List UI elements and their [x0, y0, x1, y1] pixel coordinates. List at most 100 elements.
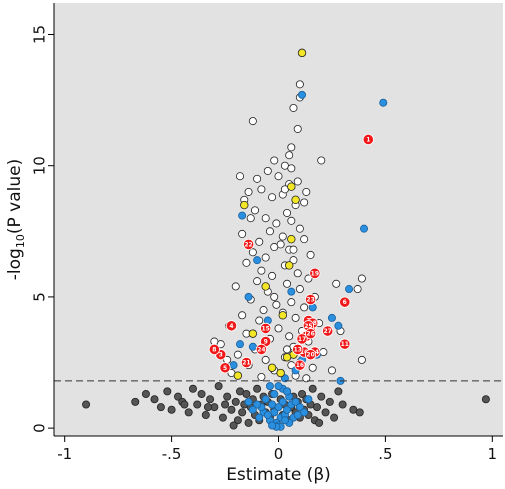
data-point-blue [274, 382, 283, 391]
y-axis-ticks: 0 5 10 15 [31, 25, 54, 433]
data-point-nonsignificant [82, 400, 91, 409]
data-point-significant [274, 172, 283, 181]
y-axis-title-suffix: (P value) [5, 159, 25, 234]
data-point-nonsignificant [321, 408, 330, 417]
data-point-nonsignificant [238, 408, 247, 417]
data-point-significant [231, 282, 240, 291]
data-point-significant [278, 232, 287, 241]
data-point-blue [255, 413, 264, 422]
data-point-nonsignificant [214, 382, 223, 391]
data-point-nonsignificant [231, 397, 240, 406]
data-point-blue [265, 382, 274, 391]
data-point-red [225, 320, 238, 332]
data-point-nonsignificant [330, 413, 339, 422]
point-label: 27 [323, 328, 331, 335]
data-point-blue [291, 397, 300, 406]
data-point-significant [304, 274, 313, 283]
data-point-nonsignificant [315, 418, 324, 427]
data-point-red [294, 359, 306, 371]
data-point-nonsignificant [233, 416, 242, 425]
data-point-significant [261, 355, 270, 364]
data-point-significant [263, 166, 272, 175]
data-point-significant [283, 208, 292, 217]
data-point-significant [295, 285, 304, 294]
data-point-significant [285, 332, 294, 341]
data-point-yellow [291, 195, 300, 205]
point-label: 13 [294, 346, 302, 353]
data-point-blue [304, 395, 313, 404]
data-point-significant [295, 80, 304, 89]
data-point-significant [270, 292, 279, 301]
data-point-significant [270, 156, 279, 165]
data-point-blue [327, 313, 336, 322]
point-label: 23 [306, 297, 314, 304]
data-point-significant [300, 303, 309, 312]
data-point-nonsignificant [156, 403, 165, 412]
data-point-blue [244, 292, 253, 301]
data-point-significant [306, 250, 315, 259]
data-point-nonsignificant [218, 413, 227, 422]
series-red: 1234567891011121314151617181920212223242… [208, 133, 374, 374]
data-point-blue [345, 285, 354, 294]
data-point-significant [317, 156, 326, 165]
data-point-nonsignificant [223, 392, 232, 401]
data-point-significant [272, 219, 281, 228]
data-point-blue [268, 421, 277, 430]
data-point-blue [261, 395, 270, 404]
data-point-red [242, 238, 255, 251]
data-point-significant [257, 185, 266, 194]
data-point-blue [280, 416, 289, 425]
data-point-significant [327, 366, 336, 375]
point-label: 9 [264, 339, 268, 346]
data-point-nonsignificant [308, 384, 317, 393]
data-point-red [296, 333, 308, 345]
x-tick-label: 1 [488, 445, 498, 463]
point-label: 20 [306, 352, 314, 359]
y-tick-label: 10 [31, 156, 49, 175]
point-label: 17 [298, 336, 306, 343]
data-point-significant [253, 277, 262, 286]
point-label: 11 [341, 341, 349, 348]
data-point-significant [257, 266, 266, 275]
data-point-significant [248, 248, 257, 257]
data-point-nonsignificant [141, 390, 150, 399]
data-point-yellow [276, 368, 285, 378]
point-label: 15 [261, 325, 269, 332]
data-point-yellow [240, 200, 249, 210]
data-point-significant [287, 298, 296, 307]
data-point-nonsignificant [242, 390, 251, 399]
data-point-nonsignificant [197, 390, 206, 399]
data-point-significant [293, 269, 302, 278]
data-point-significant [261, 253, 270, 262]
y-axis-title-prefix: -log [5, 248, 25, 280]
data-point-yellow [297, 48, 307, 58]
x-axis-ticks: -1 -.5 0 .5 1 [57, 436, 497, 463]
data-point-nonsignificant [227, 405, 236, 414]
data-point-significant [250, 206, 259, 215]
data-point-blue [248, 342, 257, 351]
data-point-significant [268, 271, 277, 280]
data-point-nonsignificant [201, 411, 210, 420]
data-point-significant [233, 350, 242, 359]
data-point-red [304, 328, 317, 340]
data-point-yellow [287, 182, 296, 191]
data-point-significant [261, 214, 270, 223]
data-point-significant [291, 313, 300, 322]
data-point-nonsignificant [312, 403, 321, 412]
data-point-significant [300, 198, 309, 207]
data-point-red [339, 296, 351, 308]
data-point-significant [274, 324, 283, 333]
data-point-red [309, 267, 321, 279]
point-label: 8 [212, 346, 216, 353]
data-point-blue [280, 374, 289, 383]
y-axis-title-subscript: 10 [14, 234, 27, 248]
data-point-nonsignificant [163, 387, 172, 396]
data-point-red [219, 362, 231, 374]
data-point-blue [334, 321, 343, 330]
point-label: 3 [219, 352, 223, 359]
point-label: 1 [366, 136, 370, 143]
data-point-red [292, 343, 304, 355]
data-point-blue [268, 400, 277, 409]
data-point-significant [293, 124, 302, 133]
points-layer: 1234567891011121314151617181920212223242… [82, 48, 490, 431]
